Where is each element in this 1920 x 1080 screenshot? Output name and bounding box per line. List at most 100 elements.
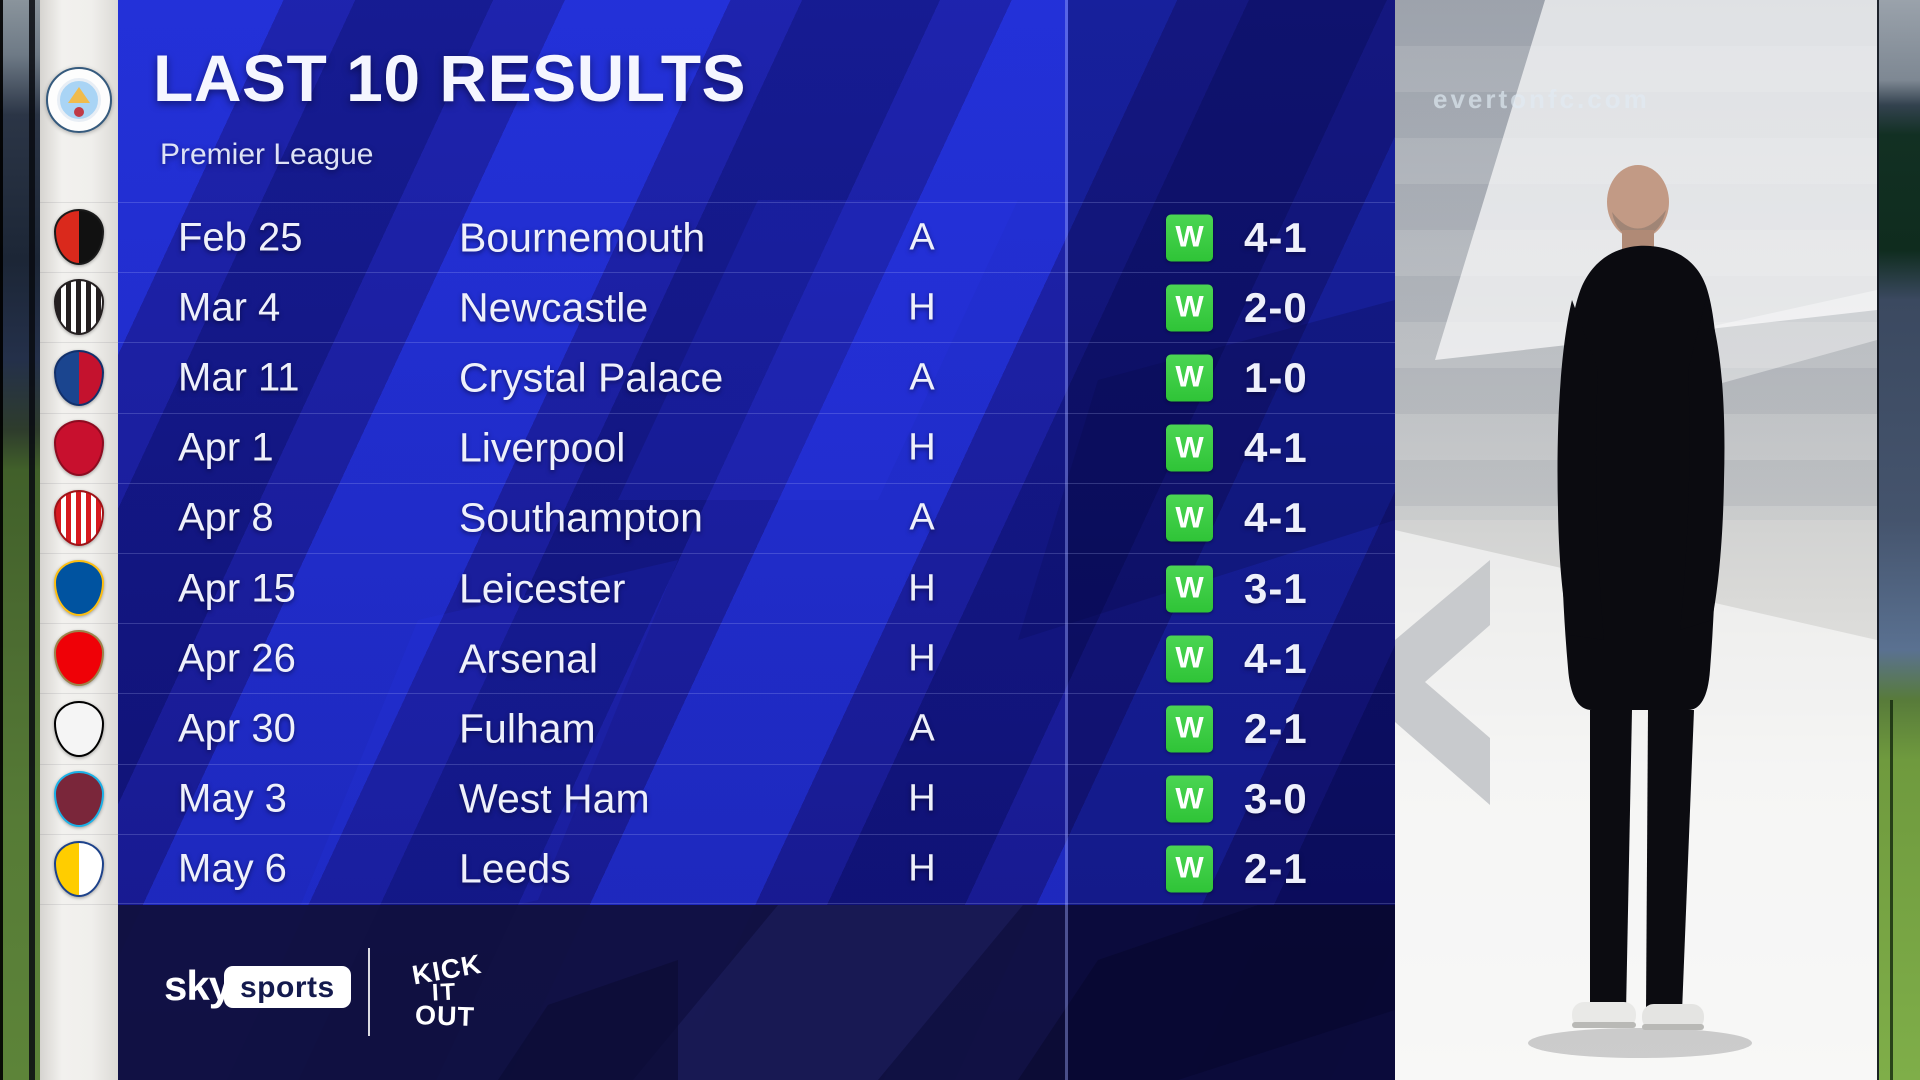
rail-seam-line xyxy=(40,482,118,484)
photo-panel: evertonfc.com xyxy=(1395,0,1877,1080)
win-result-badge: W xyxy=(1166,494,1213,542)
sky-sports-logo-box: sports xyxy=(224,966,351,1008)
result-row: Apr 15 Leicester H W 3-1 xyxy=(118,552,1395,623)
result-row: Apr 8 Southampton A W 4-1 xyxy=(118,482,1395,553)
rail-seam-line xyxy=(40,202,118,203)
match-date: Apr 8 xyxy=(178,495,274,540)
rail-seam-line xyxy=(40,272,118,274)
win-result-badge: W xyxy=(1166,775,1213,823)
venue-indicator: H xyxy=(908,567,936,610)
result-row: May 6 Leeds H W 2-1 xyxy=(118,833,1395,904)
rail-seam-line xyxy=(40,553,118,554)
kick-it-out-line3: OUT xyxy=(414,999,476,1032)
result-row: Apr 1 Liverpool H W 4-1 xyxy=(118,412,1395,483)
match-date: May 6 xyxy=(178,846,287,891)
result-row: Mar 11 Crystal Palace A W 1-0 xyxy=(118,342,1395,412)
page-title: LAST 10 RESULTS xyxy=(153,41,747,115)
pep-guardiola-figure xyxy=(1528,165,1752,1058)
rail-seam-line xyxy=(40,693,118,695)
match-date: Apr 26 xyxy=(178,636,296,681)
video-edge-left-line xyxy=(0,0,3,1080)
match-score: 3-0 xyxy=(1244,775,1308,823)
win-result-badge: W xyxy=(1166,705,1213,753)
result-row: Apr 26 Arsenal H W 4-1 xyxy=(118,623,1395,693)
sky-logo: sky xyxy=(164,962,232,1009)
match-score: 2-0 xyxy=(1244,283,1308,331)
crest-rose-shape xyxy=(74,107,84,117)
match-score: 3-1 xyxy=(1244,564,1308,612)
crystal-palace-crest-icon xyxy=(54,349,104,406)
match-score: 2-1 xyxy=(1244,844,1308,892)
match-score: 4-1 xyxy=(1244,213,1308,261)
opponent-name: Newcastle xyxy=(459,284,649,331)
result-row: Feb 25 Bournemouth A W 4-1 xyxy=(118,202,1395,272)
match-score: 4-1 xyxy=(1244,424,1308,472)
kick-it-out-logo: KICK IT OUT xyxy=(395,934,495,1052)
video-edge-right-pitch-line xyxy=(1890,700,1893,1080)
win-result-badge: W xyxy=(1166,214,1213,262)
column-divider-line xyxy=(1065,0,1068,1080)
rail-seam-line xyxy=(40,623,118,625)
match-date: Apr 15 xyxy=(178,566,296,611)
liverpool-crest-icon xyxy=(54,419,104,476)
result-row: May 3 West Ham H W 3-0 xyxy=(118,763,1395,834)
rail-seam-line xyxy=(40,412,118,414)
opponent-name: Bournemouth xyxy=(459,214,706,261)
west-ham-crest-icon xyxy=(54,770,104,827)
video-edge-right xyxy=(1877,0,1920,1080)
win-result-badge: W xyxy=(1166,635,1213,683)
competition-subtitle: Premier League xyxy=(160,138,374,171)
venue-indicator: H xyxy=(908,286,936,329)
match-date: Feb 25 xyxy=(178,215,303,260)
results-list: Feb 25 Bournemouth A W 4-1 Mar 4 Newcast… xyxy=(118,202,1395,904)
opponent-name: West Ham xyxy=(459,775,650,822)
video-edge-left-line xyxy=(29,0,35,1080)
venue-indicator: H xyxy=(908,637,936,680)
match-score: 4-1 xyxy=(1244,494,1308,542)
leicester-crest-icon xyxy=(54,560,104,617)
opponent-name: Arsenal xyxy=(459,635,599,682)
rail-seam-line xyxy=(40,342,118,344)
win-result-badge: W xyxy=(1166,565,1213,613)
match-date: May 3 xyxy=(178,776,287,821)
crest-eagle-shape xyxy=(68,87,90,103)
southampton-crest-icon xyxy=(54,489,104,546)
venue-indicator: H xyxy=(908,426,936,469)
win-result-badge: W xyxy=(1166,354,1213,402)
venue-indicator: A xyxy=(909,216,935,259)
opponent-name: Southampton xyxy=(459,494,703,541)
newcastle-crest-icon xyxy=(54,279,104,336)
video-edge-left xyxy=(0,0,40,1080)
venue-indicator: A xyxy=(909,707,935,750)
opponent-name: Leeds xyxy=(459,845,571,892)
video-edge-right-line xyxy=(1877,0,1879,1080)
manchester-city-crest-inner xyxy=(57,78,101,122)
venue-indicator: H xyxy=(908,777,936,820)
result-row: Mar 4 Newcastle H W 2-0 xyxy=(118,272,1395,342)
team-badge-rail xyxy=(40,0,118,1080)
leeds-crest-icon xyxy=(54,840,104,897)
venue-indicator: A xyxy=(909,356,935,399)
venue-indicator: H xyxy=(908,847,936,890)
match-score: 2-1 xyxy=(1244,704,1308,752)
win-result-badge: W xyxy=(1166,424,1213,472)
opponent-name: Crystal Palace xyxy=(459,354,724,401)
match-score: 1-0 xyxy=(1244,353,1308,401)
footer-logo-bar: sky sports KICK IT OUT xyxy=(118,940,1395,1080)
match-date: Mar 11 xyxy=(178,355,300,400)
opponent-name: Liverpool xyxy=(459,424,626,471)
arsenal-crest-icon xyxy=(54,630,104,687)
opponent-name: Leicester xyxy=(459,565,626,612)
stadium-ad-text: evertonfc.com xyxy=(1433,84,1650,114)
win-result-badge: W xyxy=(1166,845,1213,893)
opponent-name: Fulham xyxy=(459,705,596,752)
rail-seam-line xyxy=(40,763,118,765)
fulham-crest-icon xyxy=(54,700,104,757)
rail-seam-line xyxy=(40,904,118,905)
rail-seam-line xyxy=(40,833,118,835)
match-date: Apr 30 xyxy=(178,706,296,751)
match-score: 4-1 xyxy=(1244,634,1308,682)
win-result-badge: W xyxy=(1166,284,1213,332)
match-date: Apr 1 xyxy=(178,425,274,470)
